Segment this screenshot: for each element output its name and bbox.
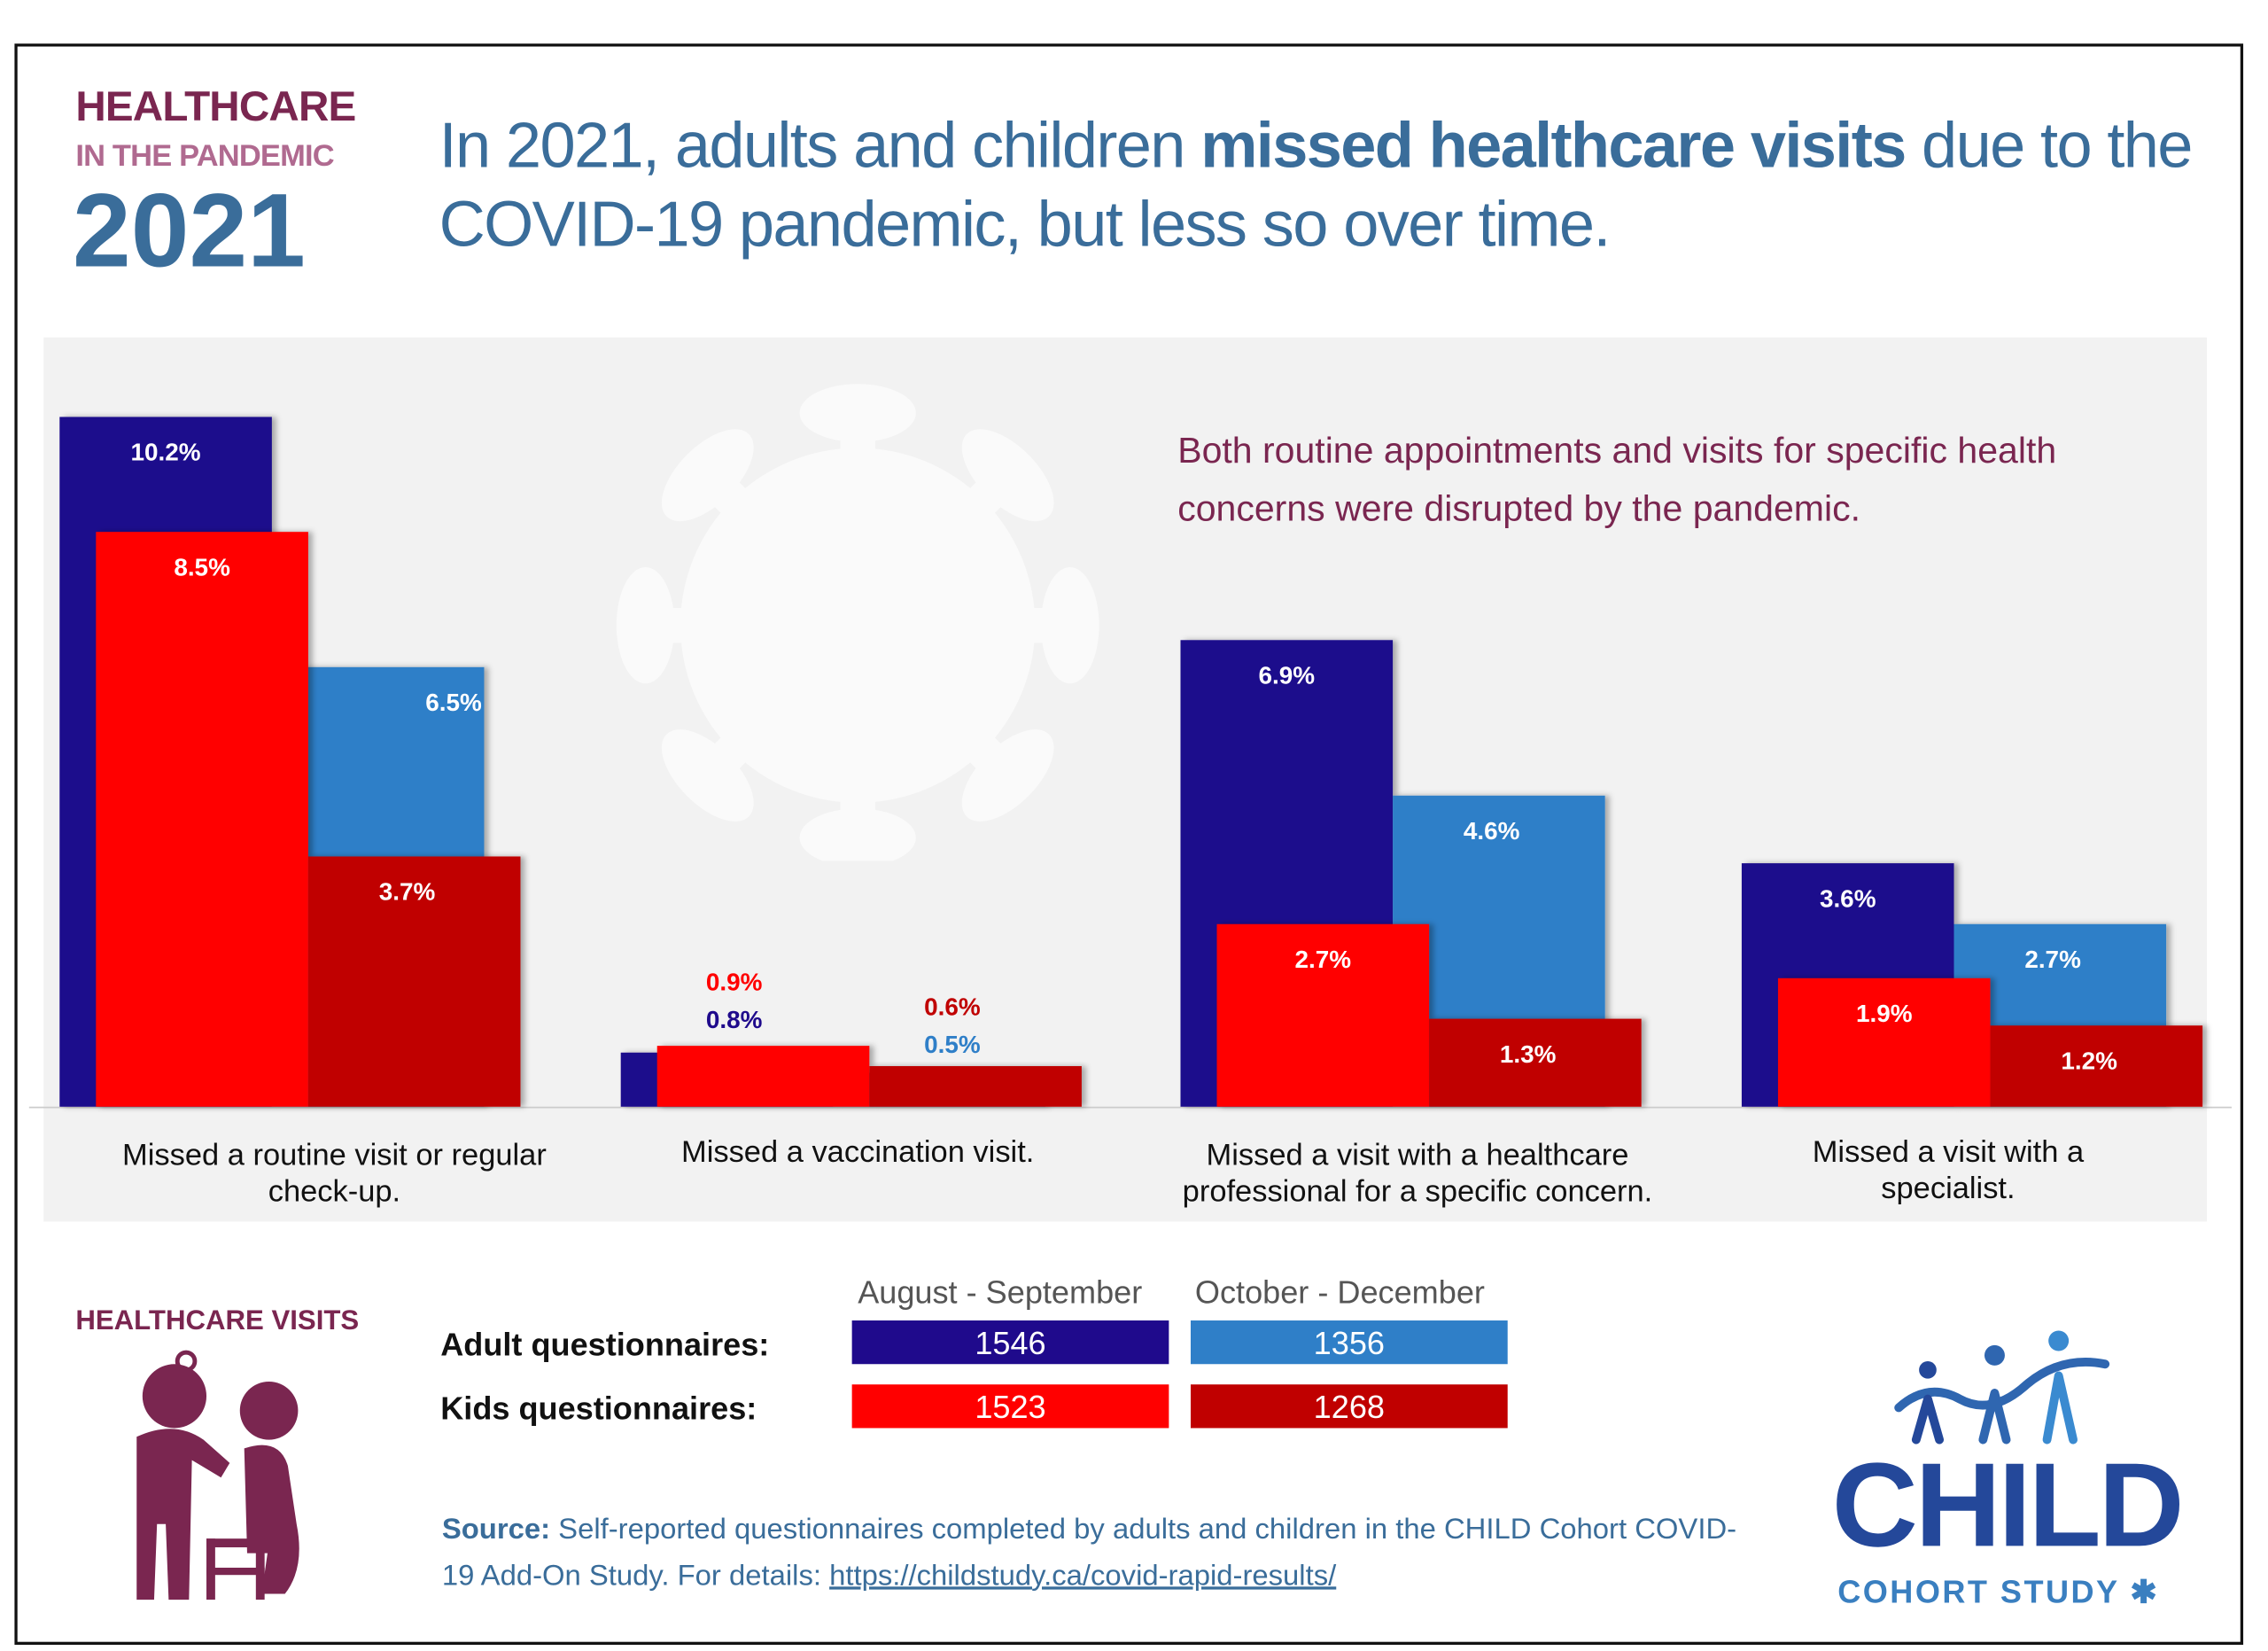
chart-note: Both routine appointments and visits for…	[1177, 430, 2057, 530]
data-label: 1.2%	[2061, 1047, 2117, 1074]
child-figures-icon	[1894, 1330, 2110, 1445]
legend-col-aug-sep: August - September	[858, 1273, 1143, 1311]
data-label: 8.5%	[174, 553, 230, 580]
adults-aug-count: 1546	[851, 1320, 1169, 1365]
data-label: 2.7%	[1295, 946, 1352, 973]
headline-bold: missed healthcare visits	[1200, 110, 1907, 183]
data-label: 0.5%	[924, 1031, 981, 1058]
headline-post: due to the COVID-19 pandemic, but less s…	[439, 110, 2194, 261]
data-label: 3.6%	[1820, 884, 1876, 912]
data-label: 0.9%	[706, 969, 763, 996]
child-logo-text: CHILD	[1831, 1439, 2185, 1572]
adults-oct-count: 1356	[1190, 1320, 1508, 1365]
source-link[interactable]: https://childstudy.ca/covid-rapid-result…	[829, 1560, 1337, 1593]
category-label: Missed a visit with a specialist.	[1812, 1135, 2085, 1206]
brand-line1: HEALTHCARE	[75, 84, 356, 131]
cohort-study-text: COHORT STUDY ✱	[1837, 1574, 2159, 1612]
category-label: Missed a visit with a healthcare profess…	[1182, 1138, 1653, 1209]
data-label: 6.5%	[425, 689, 482, 716]
bar	[1216, 923, 1430, 1107]
bar	[869, 1066, 1082, 1107]
healthcare-visits-title: HEALTHCARE VISITS	[75, 1305, 360, 1337]
source-text: Self-reported questionnaires completed b…	[441, 1514, 1737, 1593]
bar	[307, 856, 521, 1107]
data-label: 1.9%	[1856, 1000, 1913, 1027]
bar	[96, 532, 308, 1107]
virus-icon	[616, 384, 1099, 861]
data-label: 10.2%	[131, 439, 201, 466]
bar	[1429, 1018, 1642, 1107]
kids-oct-count: 1268	[1190, 1384, 1508, 1429]
data-label: 0.6%	[924, 993, 981, 1020]
frame	[14, 43, 2244, 1645]
bar	[1777, 977, 1991, 1107]
legend-row-adults: Adult questionnaires:	[440, 1326, 770, 1363]
source-label: Source:	[441, 1514, 551, 1546]
legend-col-oct-dec: October - December	[1194, 1273, 1485, 1311]
kids-aug-count: 1523	[851, 1384, 1169, 1429]
brand-year: 2021	[73, 173, 306, 290]
data-label: 1.3%	[1500, 1040, 1557, 1068]
headline-pre: In 2021, adults and children	[439, 110, 1201, 183]
category-label: Missed a routine visit or regular check-…	[121, 1138, 547, 1209]
doctor-patient-icon	[136, 1350, 299, 1600]
bar	[1990, 1025, 2203, 1107]
bar-chart: 10.2% 6.5% 8.5% 3.7% 0.8% 0.5% 0.9% 0.6% 6.9% 4.6…	[28, 417, 2232, 1109]
legend-row-kids: Kids questionnaires:	[440, 1390, 757, 1427]
category-label: Missed a vaccination visit.	[680, 1135, 1035, 1170]
maple-leaf-icon: ✱	[2130, 1573, 2160, 1610]
bar	[656, 1046, 870, 1107]
data-label: 6.9%	[1259, 662, 1316, 689]
data-label: 4.6%	[1464, 817, 1520, 845]
headline: In 2021, adults and children missed heal…	[439, 107, 2235, 264]
data-label: 0.8%	[706, 1006, 763, 1033]
brand-line2: IN THE PANDEMIC	[75, 139, 334, 174]
data-label: 2.7%	[2024, 946, 2081, 973]
cohort-study-label: COHORT STUDY	[1837, 1573, 2119, 1610]
data-label: 3.7%	[379, 878, 436, 906]
source-note: Source: Self-reported questionnaires com…	[442, 1507, 1751, 1600]
